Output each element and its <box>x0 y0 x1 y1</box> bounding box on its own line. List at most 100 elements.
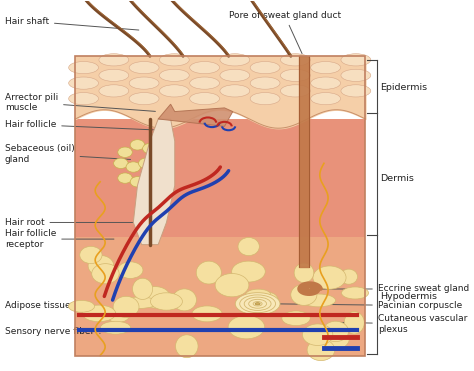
Ellipse shape <box>255 303 260 305</box>
Ellipse shape <box>82 305 116 322</box>
Ellipse shape <box>130 139 145 150</box>
Ellipse shape <box>294 263 314 283</box>
Ellipse shape <box>307 339 335 361</box>
Ellipse shape <box>126 162 141 172</box>
Ellipse shape <box>122 297 157 308</box>
Text: Sebaceous (oil)
gland: Sebaceous (oil) gland <box>5 144 130 164</box>
Text: Dermis: Dermis <box>380 174 414 183</box>
Text: Adipose tissue: Adipose tissue <box>5 301 89 310</box>
Ellipse shape <box>150 293 182 310</box>
Ellipse shape <box>68 301 94 312</box>
Ellipse shape <box>281 85 310 97</box>
Ellipse shape <box>114 158 128 168</box>
Ellipse shape <box>129 62 159 74</box>
Ellipse shape <box>244 297 271 311</box>
Ellipse shape <box>282 311 310 326</box>
Text: Cutaneous vascular
plexus: Cutaneous vascular plexus <box>335 314 467 334</box>
Ellipse shape <box>113 296 139 318</box>
Ellipse shape <box>129 92 159 105</box>
Ellipse shape <box>301 294 336 307</box>
Text: Hair follicle
receptor: Hair follicle receptor <box>5 229 114 249</box>
Ellipse shape <box>99 69 129 82</box>
Text: Hypodermis: Hypodermis <box>380 292 437 301</box>
Ellipse shape <box>91 264 119 284</box>
Ellipse shape <box>190 62 219 74</box>
Ellipse shape <box>310 62 340 74</box>
Ellipse shape <box>257 292 278 310</box>
Ellipse shape <box>99 54 129 66</box>
Ellipse shape <box>175 335 198 358</box>
Ellipse shape <box>249 299 266 308</box>
Text: Hair shaft: Hair shaft <box>5 17 139 30</box>
Ellipse shape <box>220 54 250 66</box>
Ellipse shape <box>313 266 346 289</box>
Ellipse shape <box>130 177 145 187</box>
Ellipse shape <box>238 237 259 256</box>
Bar <box>75 237 365 355</box>
Ellipse shape <box>246 289 271 300</box>
Text: Arrector pili
muscle: Arrector pili muscle <box>5 93 155 112</box>
Ellipse shape <box>129 77 159 89</box>
Ellipse shape <box>159 54 189 66</box>
Bar <box>75 119 365 237</box>
Ellipse shape <box>253 302 262 306</box>
Ellipse shape <box>190 77 219 89</box>
Ellipse shape <box>310 92 340 105</box>
Ellipse shape <box>340 269 357 284</box>
Ellipse shape <box>232 261 265 282</box>
Ellipse shape <box>250 77 280 89</box>
Text: Pore of sweat gland duct: Pore of sweat gland duct <box>228 11 341 53</box>
Text: Hair root: Hair root <box>5 218 143 227</box>
Text: Hair follicle: Hair follicle <box>5 120 155 130</box>
Ellipse shape <box>138 158 153 168</box>
Ellipse shape <box>322 328 349 349</box>
Ellipse shape <box>100 321 131 334</box>
Ellipse shape <box>281 69 310 82</box>
Ellipse shape <box>215 273 249 297</box>
Ellipse shape <box>118 173 132 183</box>
Ellipse shape <box>220 85 250 97</box>
Text: Eccrine sweat gland: Eccrine sweat gland <box>312 285 469 293</box>
Text: Pacinian corpuscle: Pacinian corpuscle <box>273 301 462 310</box>
Ellipse shape <box>235 293 280 315</box>
Text: Epidermis: Epidermis <box>380 83 427 92</box>
Text: Sensory nerve fiber: Sensory nerve fiber <box>5 327 100 336</box>
Ellipse shape <box>69 77 99 89</box>
Ellipse shape <box>344 312 365 334</box>
Ellipse shape <box>250 62 280 74</box>
Ellipse shape <box>341 85 371 97</box>
Ellipse shape <box>88 256 114 276</box>
Ellipse shape <box>190 92 219 105</box>
Ellipse shape <box>80 246 102 263</box>
Ellipse shape <box>106 308 130 322</box>
Ellipse shape <box>220 69 250 82</box>
Ellipse shape <box>240 295 275 313</box>
Ellipse shape <box>99 85 129 97</box>
Ellipse shape <box>250 92 280 105</box>
Polygon shape <box>133 119 175 244</box>
Ellipse shape <box>281 54 310 66</box>
Ellipse shape <box>192 306 222 322</box>
Ellipse shape <box>159 85 189 97</box>
Ellipse shape <box>341 54 371 66</box>
Ellipse shape <box>291 284 317 305</box>
Ellipse shape <box>69 92 99 105</box>
Ellipse shape <box>341 69 371 82</box>
Ellipse shape <box>118 262 143 278</box>
Ellipse shape <box>140 286 171 308</box>
Ellipse shape <box>342 287 368 299</box>
Ellipse shape <box>302 324 333 345</box>
Ellipse shape <box>310 77 340 89</box>
Polygon shape <box>158 104 233 127</box>
Ellipse shape <box>118 147 132 157</box>
Ellipse shape <box>323 321 348 342</box>
Ellipse shape <box>228 315 264 339</box>
Ellipse shape <box>143 169 157 180</box>
Bar <box>75 56 365 355</box>
Ellipse shape <box>69 62 99 74</box>
Ellipse shape <box>196 261 221 284</box>
Ellipse shape <box>172 289 196 311</box>
Ellipse shape <box>159 69 189 82</box>
Ellipse shape <box>133 278 153 299</box>
Ellipse shape <box>143 143 157 154</box>
